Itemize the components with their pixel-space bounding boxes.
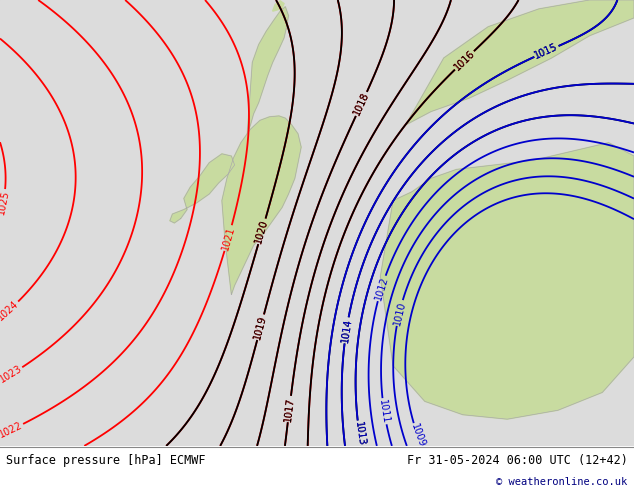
Text: 1020: 1020 (254, 218, 270, 245)
Text: 1013: 1013 (353, 421, 366, 446)
Text: 1023: 1023 (0, 364, 24, 385)
Text: 1019: 1019 (252, 314, 269, 341)
Text: Surface pressure [hPa] ECMWF: Surface pressure [hPa] ECMWF (6, 454, 206, 466)
Text: 1014: 1014 (340, 318, 353, 343)
Polygon shape (273, 1, 284, 11)
Text: 1015: 1015 (533, 42, 560, 61)
Text: 1015: 1015 (533, 42, 560, 61)
Text: 1011: 1011 (377, 398, 391, 424)
Text: 1024: 1024 (0, 299, 21, 322)
Text: 1018: 1018 (352, 91, 371, 117)
Text: 1012: 1012 (373, 275, 390, 301)
Text: 1013: 1013 (353, 421, 366, 446)
Text: 1016: 1016 (452, 48, 477, 73)
Polygon shape (406, 0, 634, 125)
Text: © weatheronline.co.uk: © weatheronline.co.uk (496, 477, 628, 487)
Polygon shape (380, 143, 634, 419)
Text: 1010: 1010 (392, 300, 407, 326)
Text: 1020: 1020 (254, 218, 270, 245)
Polygon shape (222, 116, 301, 294)
Text: 1009: 1009 (409, 422, 427, 449)
Text: 1021: 1021 (220, 225, 236, 251)
Text: Fr 31-05-2024 06:00 UTC (12+42): Fr 31-05-2024 06:00 UTC (12+42) (407, 454, 628, 466)
Text: 1016: 1016 (452, 48, 477, 73)
Text: 1017: 1017 (283, 396, 296, 422)
Text: 1019: 1019 (252, 314, 269, 341)
Text: 1022: 1022 (0, 420, 25, 440)
Polygon shape (247, 7, 288, 134)
Text: 1018: 1018 (352, 91, 371, 117)
Text: 1025: 1025 (0, 189, 11, 216)
Text: 1017: 1017 (283, 396, 296, 422)
Polygon shape (170, 154, 235, 223)
Text: 1014: 1014 (340, 318, 353, 343)
